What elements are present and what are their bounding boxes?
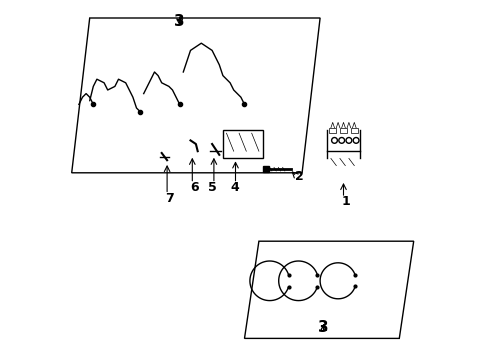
Bar bbox=[328, 128, 336, 133]
Bar bbox=[350, 128, 357, 133]
Text: 4: 4 bbox=[230, 181, 238, 194]
Text: 3: 3 bbox=[318, 320, 328, 335]
Text: 2: 2 bbox=[294, 170, 303, 183]
Text: 5: 5 bbox=[208, 181, 217, 194]
Text: 3: 3 bbox=[174, 14, 184, 29]
Polygon shape bbox=[72, 18, 320, 173]
Text: 1: 1 bbox=[341, 195, 350, 208]
Polygon shape bbox=[244, 241, 413, 338]
FancyBboxPatch shape bbox=[223, 130, 262, 158]
Text: 7: 7 bbox=[165, 192, 174, 204]
Bar bbox=[339, 128, 346, 133]
Text: 6: 6 bbox=[190, 181, 199, 194]
